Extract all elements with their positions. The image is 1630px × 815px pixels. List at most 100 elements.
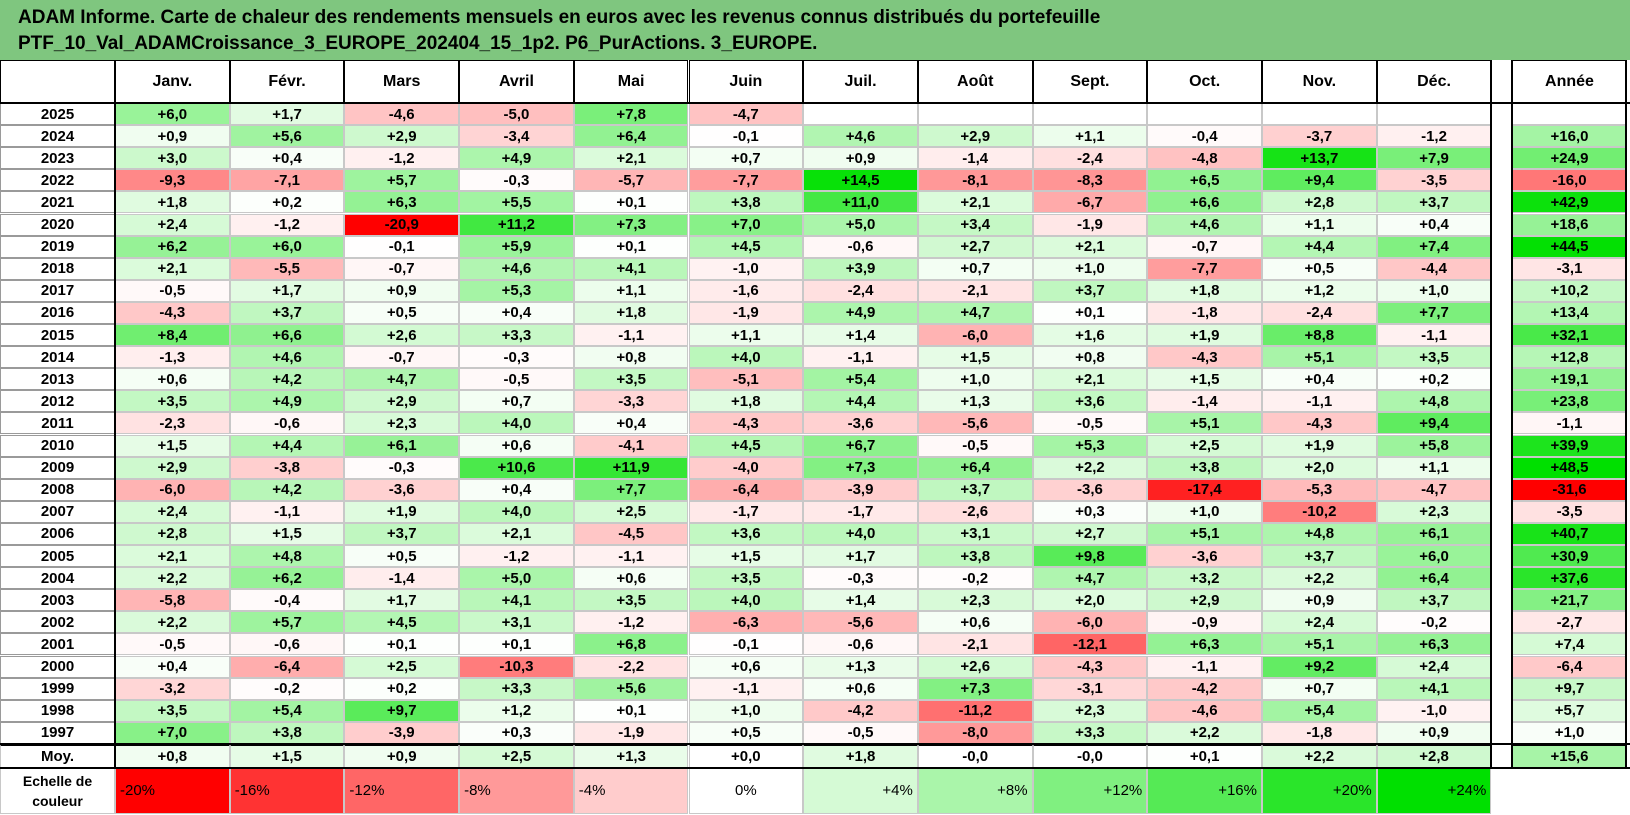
heatmap-cell: +2,7 [917,235,1033,258]
annual-cell: +18,6 [1512,213,1627,236]
heatmap-cell: -0,2 [1376,611,1492,634]
annual-cell: +32,1 [1512,324,1627,347]
heatmap-cell: +7,3 [573,213,689,236]
heatmap-cell: +4,6 [803,125,918,148]
heatmap-cell: +5,0 [459,567,574,590]
average-cell: +0,9 [344,743,460,768]
heatmap-cell: +1,1 [1262,213,1377,236]
heatmap-cell: +5,8 [1376,434,1492,457]
row-year-label: 2000 [0,655,115,678]
heatmap-cell: +2,6 [917,655,1033,678]
heatmap-cell: +0,4 [1262,368,1377,391]
heatmap-cell: +6,7 [803,434,918,457]
heatmap-cell: -1,3 [115,346,230,369]
heatmap-cell: +4,4 [229,434,345,457]
heatmap-cell: +4,5 [688,434,804,457]
color-scale-step: +8% [917,767,1033,814]
heatmap-cell: +0,9 [115,125,230,148]
annual-cell: +9,7 [1512,677,1627,700]
heatmap-cell: +3,6 [1032,390,1148,413]
heatmap-cell: -10,3 [459,655,574,678]
heatmap-cell: -0,6 [803,235,918,258]
color-scale-step: +20% [1262,767,1377,814]
heatmap-cell: +0,9 [344,279,460,302]
heatmap-cell: +0,8 [573,346,689,369]
annual-cell: +37,6 [1512,567,1627,590]
heatmap-cell: +4,0 [688,589,804,612]
heatmap-cell: +1,1 [1376,456,1492,479]
row-year-label: 2003 [0,589,115,612]
heatmap-cell: -4,2 [1147,677,1262,700]
heatmap-cell: -2,2 [573,655,689,678]
heatmap-cell: -3,2 [115,677,230,700]
heatmap-cell: -1,1 [573,545,689,568]
heatmap-cell: -4,3 [1262,412,1377,435]
heatmap-cell: -5,5 [229,257,345,280]
row-year-label: 1998 [0,699,115,722]
year-header: Année [1512,60,1627,103]
heatmap-cell: -0,3 [459,169,574,192]
heatmap-cell: +2,1 [115,257,230,280]
heatmap-cell: +0,6 [115,368,230,391]
color-scale-step: -16% [229,767,345,814]
heatmap-cell: +0,7 [917,257,1033,280]
heatmap-cell: +9,4 [1262,169,1377,192]
heatmap-cell: -1,1 [1147,655,1262,678]
heatmap-cell: +2,9 [1147,589,1262,612]
heatmap-cell: +6,6 [229,324,345,347]
heatmap-cell: -4,4 [1376,257,1492,280]
heatmap-cell: -1,6 [688,279,804,302]
heatmap-cell: +5,9 [459,235,574,258]
color-scale-step: -20% [115,767,230,814]
annual-cell: +44,5 [1512,235,1627,258]
heatmap-cell: -0,9 [1147,611,1262,634]
heatmap-cell: -3,1 [1032,677,1148,700]
heatmap-cell: +1,2 [459,699,574,722]
month-header: Févr. [229,60,345,103]
average-cell: +0,8 [115,743,230,768]
heatmap-cell: +2,2 [115,567,230,590]
heatmap-cell: +0,1 [573,699,689,722]
heatmap-cell: +9,2 [1262,655,1377,678]
heatmap-cell: +1,9 [1262,434,1377,457]
heatmap-cell: +3,2 [1147,567,1262,590]
heatmap-cell: -3,9 [344,721,460,744]
heatmap-cell: +4,7 [344,368,460,391]
heatmap-cell: +5,3 [1032,434,1148,457]
heatmap-cell: -0,7 [344,346,460,369]
heatmap-cell [803,103,918,126]
color-scale-step: 0% [688,767,804,814]
heatmap-cell: +2,1 [115,545,230,568]
heatmap-cell: +4,7 [1032,567,1148,590]
heatmap-cell: +5,4 [229,699,345,722]
heatmap-cell: +2,5 [1147,434,1262,457]
heatmap-cell: -8,0 [917,721,1033,744]
heatmap-cell: +1,3 [803,655,918,678]
heatmap-cell: +4,0 [459,412,574,435]
heatmap-cell: +4,1 [1376,677,1492,700]
heatmap-cell: -0,2 [917,567,1033,590]
heatmap-cell: -1,8 [1262,721,1377,744]
row-year-label: 2006 [0,522,115,545]
heatmap-cell: -1,2 [459,545,574,568]
heatmap-cell: +11,0 [803,191,918,214]
annual-cell: +48,5 [1512,456,1627,479]
heatmap-cell: +5,1 [1262,633,1377,656]
heatmap-cell: +10,6 [459,456,574,479]
annual-cell: +19,1 [1512,368,1627,391]
heatmap-cell: +2,1 [917,191,1033,214]
heatmap-cell: +0,3 [1032,500,1148,523]
heatmap-cell: +0,2 [344,677,460,700]
heatmap-cell: +4,9 [803,301,918,324]
month-header: Mars [344,60,460,103]
color-scale-step: -8% [459,767,574,814]
heatmap-cell: +1,0 [1147,500,1262,523]
heatmap-cell: +6,4 [1376,567,1492,590]
row-year-label: 2020 [0,213,115,236]
heatmap-cell: -2,1 [917,279,1033,302]
heatmap-cell: +0,6 [688,655,804,678]
heatmap-cell: +4,8 [1262,522,1377,545]
heatmap-cell: +3,7 [229,301,345,324]
heatmap-cell: +2,3 [1376,500,1492,523]
annual-cell: +23,8 [1512,390,1627,413]
